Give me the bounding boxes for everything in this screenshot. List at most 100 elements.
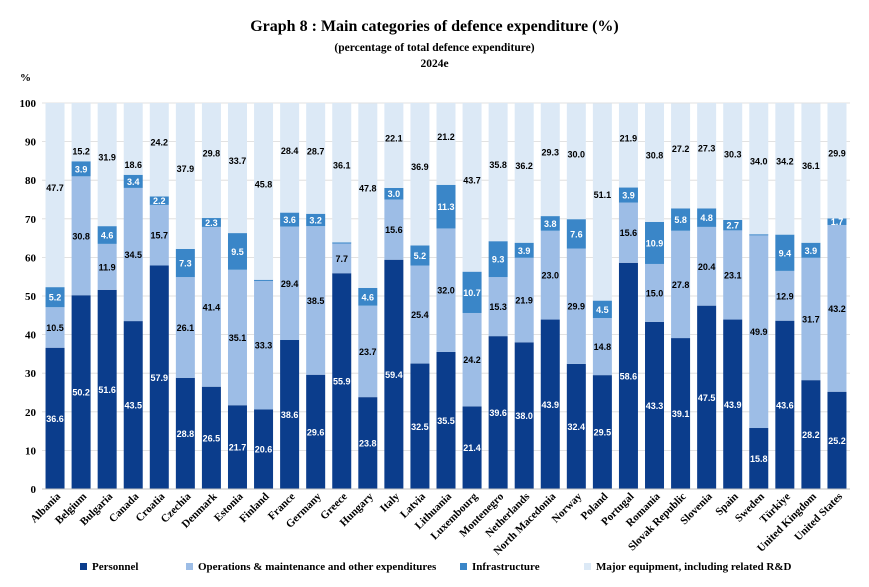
data-label-infrastructure: 9.4 [779,248,792,258]
data-label-personnel: 32.4 [568,422,586,432]
data-label-personnel: 43.6 [776,400,794,410]
bar-segment-infrastructure [566,219,586,249]
x-tick-label: Finland [237,491,271,525]
bar-segment-equipment [801,103,821,243]
data-label-equipment: 31.9 [98,153,116,163]
legend-swatch-infrastructure [460,562,467,570]
bar-segment-equipment [45,103,65,288]
y-tick-label: 10 [25,445,37,457]
bar-segment-equipment [540,103,560,217]
data-label-personnel: 29.6 [307,427,325,437]
bar-segment-personnel [254,409,274,489]
bar-segment-operations [566,248,586,364]
bar-segment-infrastructure [97,226,117,244]
data-label-equipment: 33.7 [229,156,247,166]
bar-segment-infrastructure [645,221,665,264]
legend-item-equipment: Major equipment, including related R&D [584,561,791,573]
bar-segment-operations [384,199,404,260]
data-label-equipment: 36.1 [802,161,820,171]
bar-segment-infrastructure [697,208,717,227]
legend-label-equipment: Major equipment, including related R&D [596,561,792,573]
data-label-personnel: 25.2 [828,436,846,446]
bar-segment-operations [201,226,221,387]
data-label-operations: 20.4 [698,262,716,272]
bar-segment-equipment [149,103,169,197]
data-label-equipment: 21.2 [437,132,455,142]
data-label-operations: 49.9 [750,327,768,337]
y-tick-label: 30 [25,368,37,380]
y-tick-label: 20 [25,407,37,419]
bar-segment-personnel [436,351,456,489]
bar-segment-equipment [384,103,404,188]
data-label-personnel: 43.9 [724,400,742,410]
data-label-operations: 14.8 [594,342,612,352]
data-label-infrastructure: 5.2 [49,293,62,303]
bar-segment-infrastructure [488,241,508,278]
data-label-personnel: 58.6 [620,371,638,381]
data-label-infrastructure: 9.3 [492,255,505,265]
bar-segment-infrastructure [514,242,534,258]
bar-segment-operations [71,176,91,296]
data-label-operations: 23.1 [724,270,742,280]
bar-segment-personnel [358,397,378,489]
bar-segment-personnel [175,377,195,489]
bar-segment-personnel [332,273,352,489]
data-label-personnel: 43.5 [124,401,142,411]
bar-segment-personnel [723,319,743,489]
bar-segment-infrastructure [618,187,638,203]
y-axis-unit: % [20,72,31,84]
data-label-personnel: 15.8 [750,454,768,464]
bar-segment-infrastructure [227,233,247,270]
bar-segment-equipment [645,103,665,222]
data-label-equipment: 27.2 [672,144,690,154]
bar-segment-infrastructure [123,174,143,188]
bar-segment-operations [227,269,247,406]
data-label-equipment: 27.3 [698,144,716,154]
bar-segment-equipment [618,103,638,188]
data-label-operations: 10.5 [46,323,64,333]
bar-segment-personnel [462,406,482,489]
data-label-operations: 34.5 [124,250,142,260]
bar-segment-personnel [410,363,430,489]
data-label-operations: 33.3 [255,341,273,351]
data-label-infrastructure: 5.8 [674,215,687,225]
bar-segment-operations [462,312,482,407]
bar-segment-infrastructure [201,218,221,227]
chart-subtitle: (percentage of total defence expenditure… [334,42,535,54]
data-label-infrastructure: 7.6 [570,229,583,239]
bar-segment-operations [45,307,65,348]
data-label-operations: 29.9 [568,302,586,312]
data-label-infrastructure: 4.6 [362,292,375,302]
data-label-operations: 27.8 [672,280,690,290]
data-label-personnel: 39.1 [672,409,690,419]
data-label-equipment: 30.0 [568,149,586,159]
data-label-personnel: 47.5 [698,393,716,403]
data-label-infrastructure: 4.8 [700,213,713,223]
bar-segment-personnel [97,289,117,489]
data-label-infrastructure: 3.9 [75,164,88,174]
data-label-operations: 15.0 [646,288,664,298]
y-tick-label: 100 [20,98,37,110]
data-label-personnel: 35.5 [437,416,455,426]
bar-segment-infrastructure [149,196,169,205]
y-tick-label: 40 [25,330,37,342]
legend-item-operations: Operations & maintenance and other expen… [186,561,436,573]
bar-segment-infrastructure [175,248,195,278]
y-tick-label: 90 [25,137,37,149]
bar-segment-equipment [827,103,847,219]
bar-segment-personnel [45,347,65,489]
data-label-personnel: 43.3 [646,401,664,411]
bar-segment-equipment [697,103,717,209]
y-tick-label: 70 [25,214,37,226]
data-label-infrastructure: 4.5 [596,305,609,315]
data-label-infrastructure: 2.2 [153,196,166,206]
bar-segment-infrastructure [410,245,430,266]
bar-segment-infrastructure [45,287,65,308]
bar-segment-operations [540,230,560,320]
data-label-equipment: 36.9 [411,162,429,172]
bar-segment-infrastructure [723,219,743,231]
y-tick-label: 60 [25,252,37,264]
data-label-equipment: 34.2 [776,157,794,167]
data-label-personnel: 29.5 [594,428,612,438]
data-label-infrastructure: 2.7 [726,221,739,231]
